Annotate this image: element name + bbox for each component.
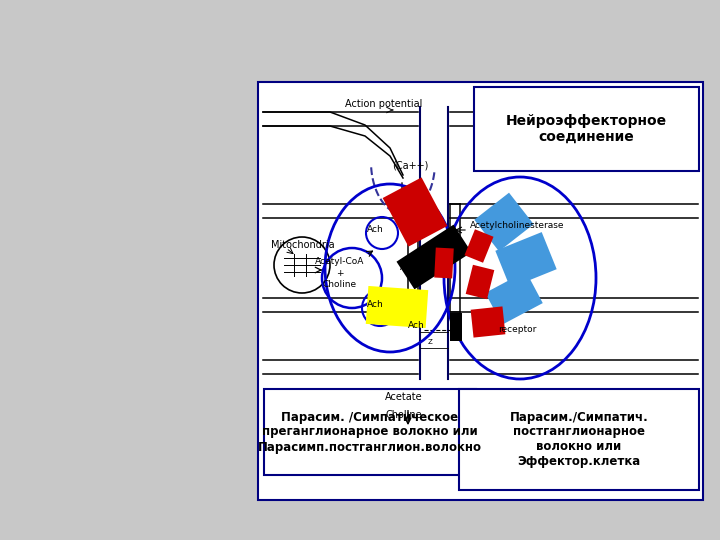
Text: Mitochondria: Mitochondria — [271, 240, 335, 250]
Text: Ach: Ach — [366, 300, 383, 309]
Bar — [464, 230, 493, 263]
Text: +: + — [336, 269, 343, 278]
Bar — [495, 232, 557, 288]
Text: receptor: receptor — [498, 325, 536, 334]
Text: Choline: Choline — [386, 410, 423, 420]
Bar — [382, 178, 447, 247]
Text: Ach: Ach — [400, 263, 416, 272]
Text: Acetylcholinesterase: Acetylcholinesterase — [470, 221, 564, 230]
Text: Парасим./Симпатич.
постганглионарное
волокно или
Эффектор.клетка: Парасим./Симпатич. постганглионарное вол… — [510, 410, 649, 469]
Bar — [466, 265, 495, 299]
Bar — [366, 286, 428, 328]
Bar — [450, 313, 462, 341]
Bar — [485, 271, 543, 325]
Text: Нейроэффекторное
соединение: Нейроэффекторное соединение — [506, 114, 667, 144]
FancyBboxPatch shape — [459, 389, 699, 490]
Bar — [258, 82, 703, 500]
FancyBboxPatch shape — [264, 389, 476, 475]
FancyBboxPatch shape — [474, 87, 699, 171]
Text: Ach: Ach — [408, 321, 425, 330]
Text: Acetate: Acetate — [385, 392, 423, 402]
Text: Z: Z — [428, 339, 433, 345]
Text: Ach: Ach — [366, 225, 383, 234]
Bar — [474, 193, 534, 251]
Text: Парасим. /Симпатическое
преганглионарное волокно или
Парасимп.постганглион.волок: Парасим. /Симпатическое преганглионарное… — [258, 410, 482, 454]
Bar — [397, 225, 472, 289]
Text: Choline: Choline — [323, 280, 357, 289]
Bar — [471, 306, 505, 338]
Text: Action potential: Action potential — [345, 99, 423, 109]
Text: (Ca++): (Ca++) — [392, 160, 428, 170]
Text: Acetyl-CoA: Acetyl-CoA — [315, 257, 365, 266]
Bar — [434, 247, 454, 279]
